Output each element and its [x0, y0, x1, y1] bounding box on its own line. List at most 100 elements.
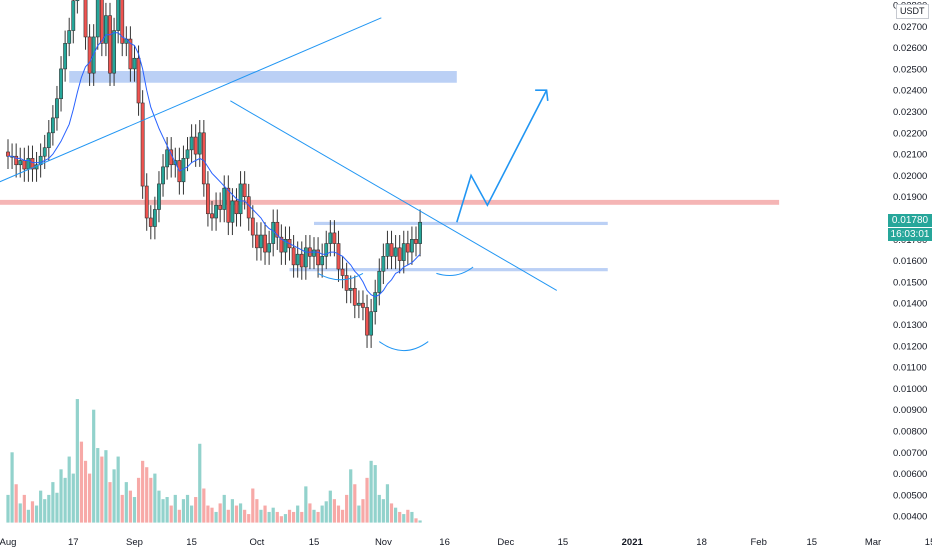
volume-bar: [226, 509, 230, 523]
candle-body: [26, 158, 31, 170]
candle-body: [63, 43, 68, 70]
candle-body: [55, 98, 59, 119]
candle-body: [401, 243, 406, 261]
price-tick-label: 0.00600: [893, 469, 927, 480]
volume-bar: [63, 477, 67, 523]
time-tick-label: 15: [925, 537, 932, 548]
candle-body: [193, 136, 198, 155]
price-tick-label: 0.01600: [893, 256, 927, 267]
candle-body: [140, 102, 145, 187]
candle-body: [291, 247, 296, 266]
volume-bar: [214, 511, 218, 523]
volume-bar: [185, 494, 190, 523]
price-tick-label: 0.02100: [893, 150, 927, 161]
time-tick-label: 16: [439, 537, 450, 548]
candle-body: [75, 0, 80, 2]
time-axis[interactable]: Aug 17 Sep 15 Oct 15 Nov 16 Dec 15 2021 18 Feb 15 Mar 1…: [0, 537, 932, 548]
candle-body: [385, 243, 390, 257]
volume-bar: [169, 505, 173, 523]
candle-body: [340, 268, 345, 276]
price-tick-label: 0.02000: [893, 171, 927, 182]
candle-body: [250, 217, 255, 236]
volume-bar: [120, 494, 124, 523]
resistance-zone-upper: [69, 71, 457, 83]
quote-currency-badge[interactable]: USDT: [896, 4, 929, 19]
volume-bar: [71, 473, 75, 523]
candle-body: [108, 15, 112, 74]
volume-bar: [353, 484, 357, 523]
candle-body: [361, 302, 365, 308]
candle-body: [14, 155, 19, 166]
volume-bar: [332, 499, 336, 523]
candle-body: [165, 149, 170, 168]
volume-bar: [67, 456, 71, 523]
candle-body: [71, 0, 76, 31]
volume-bar: [153, 473, 157, 523]
volume-bar: [271, 507, 275, 523]
candle-body: [112, 30, 116, 74]
price-tick-label: 0.00800: [893, 427, 927, 438]
volume-bar: [418, 520, 422, 523]
volume-bar: [381, 499, 385, 523]
candle-body: [397, 247, 402, 261]
candle-body: [254, 234, 259, 249]
price-tick-label: 0.02300: [893, 107, 927, 118]
volume-bar: [108, 482, 112, 523]
volume-bar: [173, 494, 177, 523]
volume-bar: [300, 511, 304, 523]
volume-bar: [210, 507, 214, 523]
candle-body: [410, 239, 414, 253]
volume-bar: [18, 503, 22, 523]
volume-bar: [141, 460, 145, 523]
time-tick-label: Nov: [375, 537, 392, 548]
candle-body: [267, 243, 272, 253]
candle-body: [218, 204, 223, 210]
candle-body: [104, 15, 108, 44]
volume-bar: [385, 484, 390, 523]
volume-bar: [336, 505, 341, 523]
volume-bar: [218, 503, 222, 523]
candle-body: [299, 253, 304, 268]
candle-body: [67, 30, 72, 44]
candle-body: [312, 249, 316, 257]
volume-bar: [251, 488, 255, 523]
volume-bar: [92, 409, 96, 523]
candle-body: [50, 117, 55, 134]
volume-bar: [100, 456, 104, 523]
volume-bar: [206, 505, 210, 523]
time-tick-label: 17: [68, 537, 79, 548]
volume-bar: [116, 456, 120, 523]
volume-bar: [275, 511, 279, 523]
candle-body: [365, 307, 369, 336]
volume-bar: [39, 490, 43, 523]
candle-body: [271, 221, 276, 244]
volume-bars: [6, 399, 422, 523]
volume-bar: [259, 509, 263, 523]
candle-body: [42, 147, 47, 157]
candle-body: [22, 160, 27, 170]
volume-bar: [198, 443, 202, 523]
candle-body: [214, 204, 218, 219]
price-tick-label: 0.01500: [893, 277, 927, 288]
volume-bar: [83, 460, 88, 523]
price-tick-label: 0.02700: [893, 22, 927, 33]
volume-bar: [296, 505, 300, 523]
candle-body: [30, 158, 35, 170]
time-tick-label: 15: [558, 537, 569, 548]
candle-body: [161, 166, 165, 185]
candle-body: [120, 0, 125, 44]
volume-bar: [55, 492, 59, 523]
volume-bar: [194, 497, 198, 523]
volume-bar: [316, 511, 320, 523]
time-tick-label: Mar: [865, 537, 881, 548]
candle-body: [414, 239, 418, 244]
volume-bar: [6, 494, 10, 523]
candle-body: [320, 256, 325, 266]
candle-body: [157, 183, 161, 210]
volume-bar: [190, 505, 194, 523]
price-axis[interactable]: 0.028000.027000.026000.025000.024000.023…: [893, 1, 927, 523]
candle-body: [259, 234, 263, 249]
candle-body: [344, 275, 349, 291]
